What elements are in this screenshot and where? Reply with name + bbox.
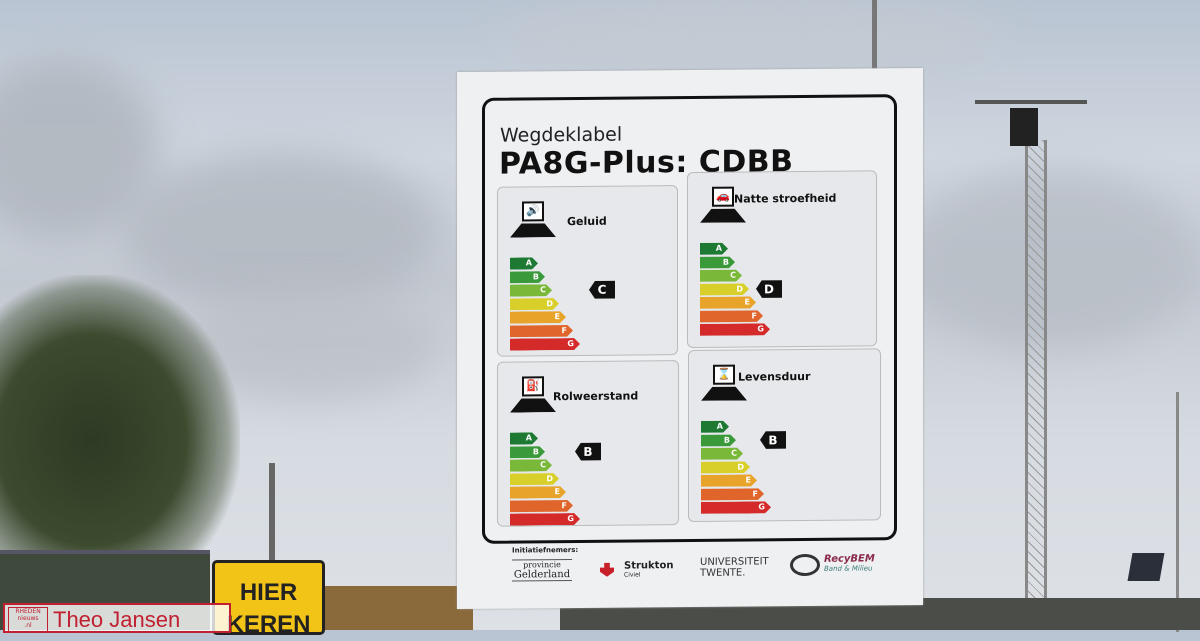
- scale-bar-b: B: [700, 256, 735, 268]
- watermark-logo: RHEDEN nieuws .nl: [8, 607, 48, 633]
- pole: [872, 0, 877, 75]
- rating-badge: C: [589, 281, 615, 299]
- scale-bar-d: D: [700, 283, 749, 295]
- street-sign-line2: KEREN: [226, 611, 311, 638]
- logo-twente-line1: UNIVERSITEIT: [700, 556, 769, 568]
- fuel-pump-icon: ⛽: [510, 376, 556, 412]
- street-sign-line1: HIER: [239, 579, 298, 606]
- container: [323, 586, 473, 630]
- logo-twente: UNIVERSITEIT TWENTE.: [700, 556, 769, 579]
- initiators-label: Initiatiefnemers:: [512, 545, 579, 555]
- scale-bar-e: E: [701, 474, 757, 486]
- scale-bar-g: G: [510, 338, 580, 351]
- floodlight: [1010, 108, 1038, 146]
- scale-bar-f: F: [700, 310, 763, 323]
- scale-bar-d: D: [510, 473, 559, 485]
- logo-gelderland: provincie Gelderland: [512, 559, 572, 582]
- scale-bar-a: A: [510, 257, 538, 269]
- sign-subtitle: Wegdeklabel: [500, 123, 623, 147]
- scale-bar-c: C: [510, 284, 552, 296]
- logo-twente-line2: TWENTE.: [700, 567, 746, 579]
- street-lamp: [1176, 392, 1179, 632]
- scale-bar-e: E: [510, 311, 566, 323]
- panel-title: Rolweerstand: [553, 389, 639, 404]
- scale-bar-d: D: [510, 298, 559, 310]
- logo-gelderland-line2: Gelderland: [513, 569, 571, 581]
- panel-title: Natte stroefheid: [734, 191, 837, 206]
- panel-title: Levensduur: [738, 369, 811, 384]
- scale-bar-b: B: [510, 271, 545, 283]
- light-mast: [1025, 140, 1047, 630]
- floodlight: [975, 100, 1087, 118]
- strukton-icon: [600, 563, 614, 577]
- logo-recybem-line2: Band & Milieu: [824, 564, 873, 573]
- watermark-name: Theo Jansen: [53, 607, 181, 632]
- logo-recybem-line1: RecyBEM: [824, 553, 875, 565]
- scale-bar-d: D: [701, 461, 750, 473]
- scale-bar-g: G: [701, 501, 771, 514]
- scale-bar-b: B: [510, 446, 545, 458]
- scale-bar-c: C: [701, 448, 743, 460]
- scale-bar-g: G: [510, 513, 580, 526]
- scale-bar-e: E: [510, 486, 566, 498]
- scale-bar-g: G: [700, 323, 770, 336]
- scale-bar-f: F: [701, 488, 764, 501]
- logo-strukton-line2: Civiel: [624, 571, 641, 579]
- scale-bar-c: C: [510, 459, 552, 471]
- scale-bar-f: F: [510, 325, 573, 338]
- recybem-icon: [790, 553, 820, 577]
- solar-panel: [1127, 553, 1165, 581]
- logo-recybem: RecyBEM Band & Milieu: [790, 553, 875, 577]
- scale-bar-a: A: [701, 421, 729, 433]
- logo-strukton-line1: Strukton: [624, 560, 674, 572]
- logo-strukton: Strukton Civiel: [600, 560, 673, 579]
- speaker-icon: 🔊: [510, 201, 556, 237]
- panel-title: Geluid: [567, 214, 607, 229]
- street-sign: HIER KEREN: [212, 560, 325, 638]
- watermark: RHEDEN nieuws .nl Theo Jansen: [3, 603, 231, 633]
- scale-bar-a: A: [510, 432, 538, 444]
- scale-bar-f: F: [510, 500, 573, 513]
- tree: [0, 275, 240, 575]
- scale-bar-e: E: [700, 296, 756, 308]
- scale-bar-a: A: [700, 243, 728, 255]
- scale-bar-b: B: [701, 434, 736, 446]
- scale-bar-c: C: [700, 270, 742, 282]
- pole: [269, 463, 275, 633]
